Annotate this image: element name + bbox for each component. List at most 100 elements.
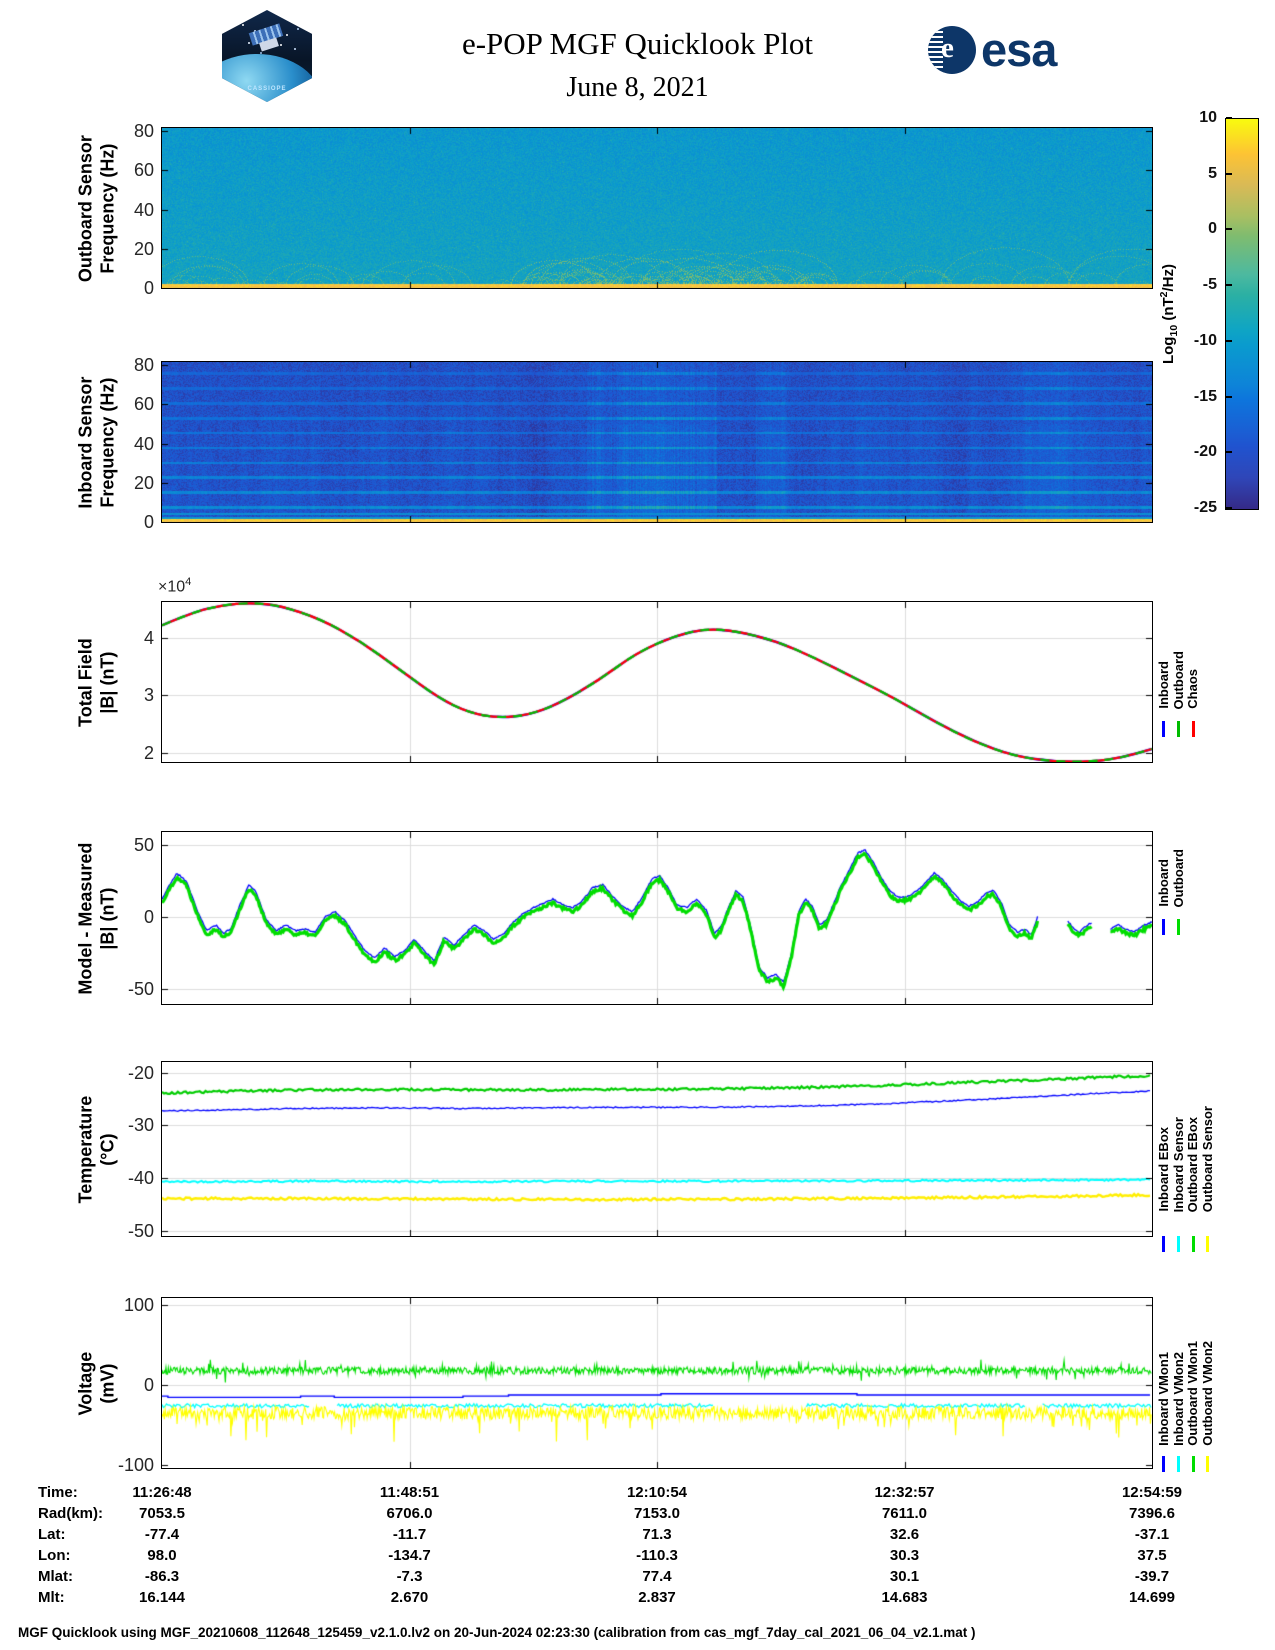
colorbar-tick-label: -15 (1193, 387, 1217, 405)
legend-label: Chaos (1185, 669, 1201, 709)
model-measured-canvas (162, 832, 1152, 1004)
y-tick-label: -50 (127, 979, 154, 1000)
legend-label: Outboard (1170, 650, 1186, 710)
y-tick-label: 60 (133, 394, 154, 415)
page-title: e-POP MGF Quicklook Plot (461, 26, 814, 61)
outboard-spectrogram-panel (161, 127, 1153, 289)
table-cell: -110.3 (636, 1547, 678, 1564)
table-cell: 6706.0 (386, 1505, 433, 1522)
temperature-panel (161, 1061, 1153, 1237)
legend-swatch (1206, 1456, 1210, 1472)
esa-logo: e esa (928, 23, 1057, 76)
esa-globe-letter: e (941, 32, 954, 64)
table-cell: 71.3 (642, 1526, 672, 1543)
footer-provenance-text: MGF Quicklook using MGF_20210608_112648_… (18, 1625, 976, 1640)
total-field-legend: Inboard Outboard Chaos (1156, 602, 1201, 737)
y-tick-label: 20 (133, 238, 154, 259)
y-tick-label: -40 (127, 1168, 154, 1188)
table-cell: 2.670 (390, 1589, 429, 1606)
legend-label: Inboard VMon1 (1156, 1352, 1171, 1446)
colorbar-tick-label: -10 (1193, 331, 1217, 349)
legend-item: Inboard Sensor (1170, 1116, 1186, 1252)
legend-swatch (1176, 1456, 1180, 1472)
colorbar-tick-mark (1226, 117, 1232, 119)
table-cell: -7.3 (396, 1568, 423, 1585)
legend-swatch (1162, 1236, 1166, 1252)
total-field-canvas (162, 602, 1152, 762)
y-tick-label: 20 (133, 472, 154, 493)
y-tick-label: -50 (127, 1220, 154, 1241)
legend-item: Outboard VMon2 (1199, 1341, 1215, 1472)
legend-label: Outboard Sensor (1199, 1105, 1215, 1212)
table-cell: 12:10:54 (626, 1484, 688, 1501)
total-field-ylabel: Total Field |B| (nT) (75, 638, 117, 727)
legend-swatch (1191, 1236, 1195, 1252)
temperature-legend: Inboard EBox Inboard Sensor Outboard EBo… (1156, 1062, 1215, 1252)
legend-item: Inboard (1156, 661, 1171, 737)
model-measured-legend: Inboard Outboard (1156, 832, 1186, 935)
total-field-panel (161, 601, 1153, 763)
table-cell: 30.3 (889, 1547, 920, 1564)
legend-item: Inboard EBox (1156, 1127, 1171, 1252)
table-cell: -86.3 (144, 1568, 180, 1585)
table-cell: 37.5 (1137, 1547, 1167, 1564)
colorbar-tick-mark (1226, 172, 1232, 175)
y-tick-label: 0 (143, 278, 154, 298)
y-tick-label: 0 (143, 906, 154, 927)
y-tick-label: 2 (143, 742, 154, 763)
table-cell: 7611.0 (881, 1505, 928, 1522)
temperature-canvas (162, 1062, 1152, 1236)
colorbar (1225, 118, 1259, 510)
y-tick-label: 80 (133, 355, 154, 376)
patch-stars (242, 24, 244, 26)
table-cell: 11:48:51 (379, 1484, 440, 1501)
table-cell: 7396.6 (1129, 1505, 1175, 1522)
legend-label: Outboard (1170, 848, 1186, 908)
patch-mission-name: CASSIOPE (247, 86, 287, 92)
legend-item: Outboard (1170, 848, 1186, 935)
legend-label: Outboard VMon1 (1185, 1341, 1201, 1446)
esa-wordmark: esa (981, 23, 1057, 76)
colorbar-tick-label: 0 (1208, 220, 1217, 238)
esa-globe-stripes (928, 31, 943, 69)
colorbar-tick-label: 10 (1199, 109, 1217, 126)
legend-item: Inboard VMon2 (1171, 1352, 1186, 1472)
table-row-label: Mlat: (38, 1568, 73, 1585)
table-cell: 77.4 (642, 1568, 672, 1585)
table-cell: 14.699 (1129, 1589, 1175, 1606)
legend-swatch (1162, 919, 1166, 935)
legend-label: Outboard VMon2 (1199, 1341, 1215, 1446)
voltage-panel (161, 1297, 1153, 1469)
table-cell: 11:26:48 (132, 1484, 192, 1501)
table-cell: 32.6 (889, 1526, 920, 1543)
legend-label: Inboard EBox (1156, 1127, 1171, 1212)
table-row-label: Lat: (38, 1526, 66, 1543)
legend-item: Outboard EBox (1185, 1117, 1200, 1252)
table-cell: 2.837 (638, 1589, 676, 1606)
colorbar-tick-mark (1226, 339, 1232, 342)
table-cell: 7153.0 (634, 1505, 680, 1522)
table-cell: -11.7 (392, 1526, 427, 1543)
colorbar-tick-mark (1226, 228, 1232, 231)
legend-item: Inboard VMon1 (1156, 1352, 1171, 1472)
page-date: June 8, 2021 (566, 72, 709, 103)
table-cell: -77.4 (144, 1526, 180, 1543)
y-tick-label: 40 (133, 433, 154, 454)
legend-swatch (1176, 919, 1180, 935)
legend-swatch (1176, 721, 1180, 737)
y-tick-label: 80 (133, 121, 154, 142)
legend-swatch (1176, 1236, 1180, 1252)
y-tick-label: 40 (133, 199, 154, 220)
y-tick-label: -30 (127, 1115, 154, 1136)
table-row-label: Time: (38, 1484, 78, 1501)
legend-swatch (1191, 1456, 1195, 1472)
colorbar-tick-mark (1226, 507, 1232, 509)
legend-item: Inboard (1156, 859, 1171, 935)
voltage-canvas (162, 1298, 1152, 1468)
y-tick-label: 4 (143, 627, 154, 648)
table-cell: 7053.5 (139, 1505, 185, 1522)
legend-item: Outboard VMon1 (1185, 1341, 1201, 1472)
voltage-legend: Inboard VMon1 Inboard VMon2 Outboard VMo… (1156, 1298, 1215, 1472)
legend-label: Inboard Sensor (1170, 1116, 1186, 1212)
table-cell: -39.7 (1134, 1568, 1170, 1585)
